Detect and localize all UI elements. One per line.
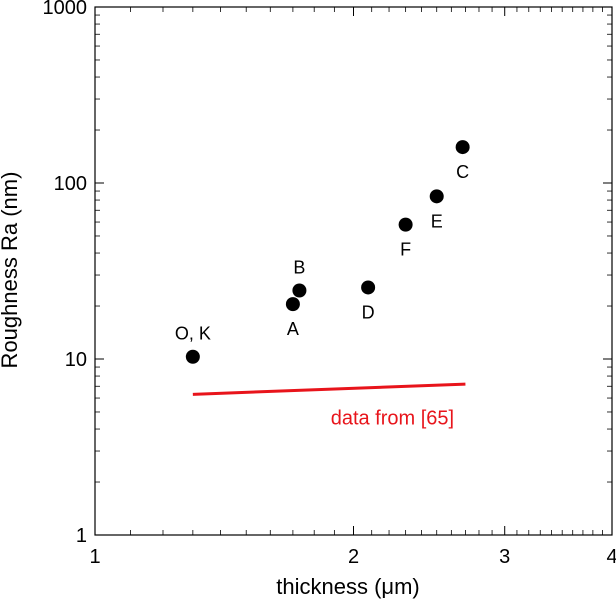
y-tick-label: 100: [54, 173, 87, 195]
x-tick-label: 4: [606, 546, 616, 568]
data-point: [429, 189, 444, 204]
y-tick-label: 1000: [43, 0, 88, 19]
reference-line-group: data from [65]: [192, 382, 466, 429]
data-point-label: D: [362, 302, 375, 322]
data-point: [398, 217, 413, 232]
data-point: [185, 349, 200, 364]
plot-frame: [94, 6, 613, 536]
x-tick-label: 1: [89, 546, 100, 568]
axis-tick-labels: 1 2 3 4 1 10 100 1000: [43, 0, 616, 568]
data-point: [361, 280, 376, 295]
data-point: [285, 297, 300, 312]
data-point-label: E: [431, 211, 443, 231]
data-point: [292, 283, 307, 298]
data-point-label: B: [293, 258, 305, 278]
x-axis-title: thickness (μm): [276, 574, 419, 599]
reference-line-label: data from [65]: [331, 407, 454, 429]
y-tick-label: 10: [65, 349, 87, 371]
data-point-label: F: [400, 240, 411, 260]
data-point-label: C: [456, 162, 469, 182]
y-axis-title: Roughness Ra (nm): [0, 172, 22, 369]
axis-ticks: [95, 7, 612, 535]
data-point-label: A: [287, 319, 299, 339]
data-points: O, K A B D FE C: [175, 140, 470, 364]
x-tick-label: 3: [499, 546, 510, 568]
reference-line: [192, 382, 466, 396]
y-tick-label: 1: [76, 525, 87, 547]
data-point-label: O, K: [175, 324, 211, 344]
data-point: [455, 140, 470, 155]
x-tick-label: 2: [348, 546, 359, 568]
